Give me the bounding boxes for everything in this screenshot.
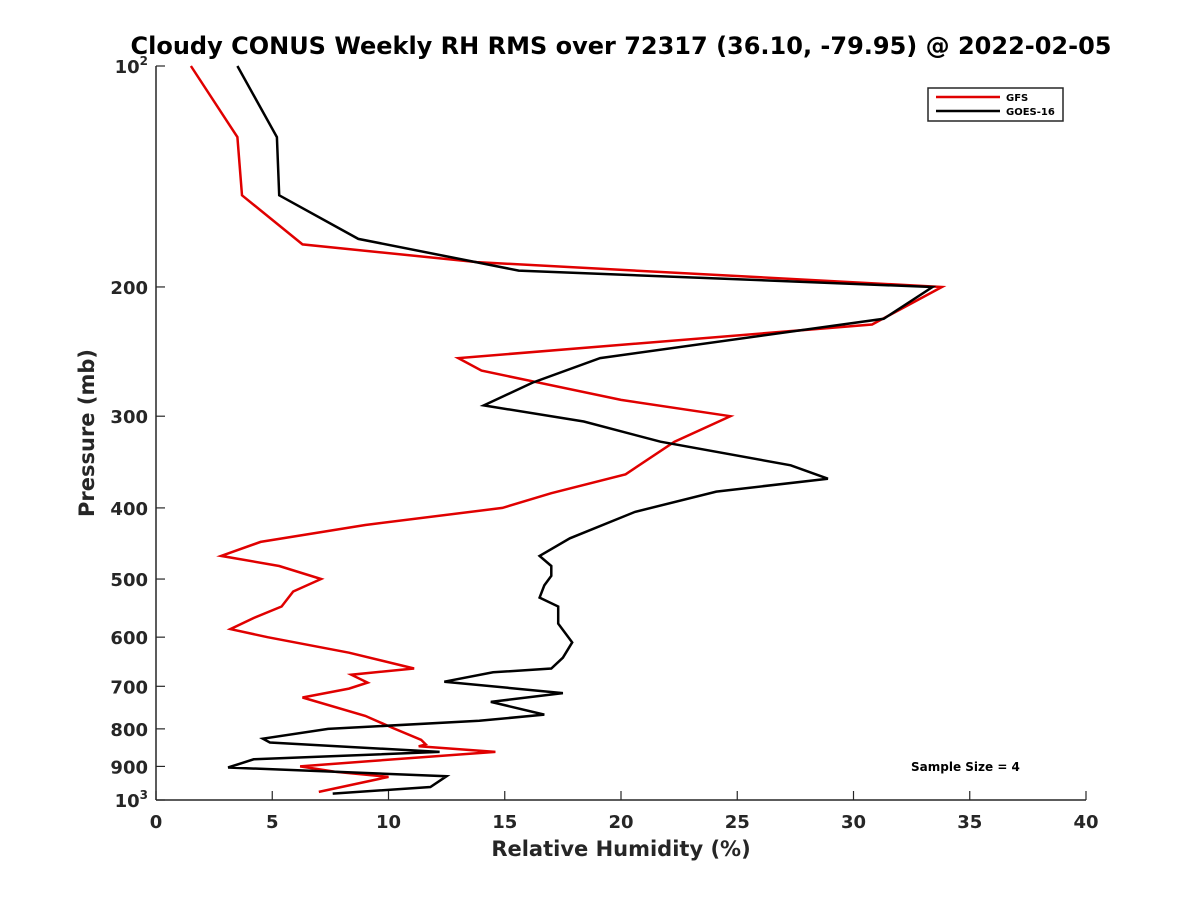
y-tick-label: 102 <box>115 54 148 78</box>
y-tick-label: 700 <box>110 677 148 698</box>
sample-size-annotation: Sample Size = 4 <box>911 760 1020 774</box>
chart-title: Cloudy CONUS Weekly RH RMS over 72317 (3… <box>131 32 1112 60</box>
y-tick-label: 300 <box>110 407 148 428</box>
x-tick-label: 25 <box>725 812 750 833</box>
y-tick-label: 500 <box>110 570 148 591</box>
y-axis-label: Pressure (mb) <box>75 349 99 517</box>
x-tick-label: 15 <box>492 812 517 833</box>
y-tick-label: 800 <box>110 720 148 741</box>
x-tick-label: 5 <box>266 812 279 833</box>
legend-label-goes16: GOES-16 <box>1006 107 1055 118</box>
legend-box <box>927 87 1064 122</box>
x-tick-label: 30 <box>841 812 866 833</box>
y-tick-label: 200 <box>110 278 148 299</box>
legend-label-gfs: GFS <box>1006 93 1028 104</box>
legend: GFS GOES-16 <box>927 87 1064 122</box>
x-tick-label: 35 <box>957 812 982 833</box>
y-ticks: 102 200 300 400 500 600 700 800 900 103 <box>110 54 165 812</box>
x-tick-label: 0 <box>150 812 163 833</box>
x-axis-label: Relative Humidity (%) <box>491 837 750 861</box>
x-ticks: 0 5 10 15 20 25 30 35 40 <box>150 791 1099 833</box>
y-tick-label: 400 <box>110 499 148 520</box>
y-tick-label: 600 <box>110 628 148 649</box>
plot-lines <box>189 65 947 795</box>
series-line-gfs <box>189 65 947 794</box>
y-tick-label: 900 <box>110 757 148 778</box>
x-tick-label: 20 <box>608 812 633 833</box>
series-line-goes-16 <box>227 65 937 795</box>
x-tick-label: 10 <box>376 812 401 833</box>
y-tick-label: 103 <box>115 788 148 812</box>
x-tick-label: 40 <box>1073 812 1098 833</box>
